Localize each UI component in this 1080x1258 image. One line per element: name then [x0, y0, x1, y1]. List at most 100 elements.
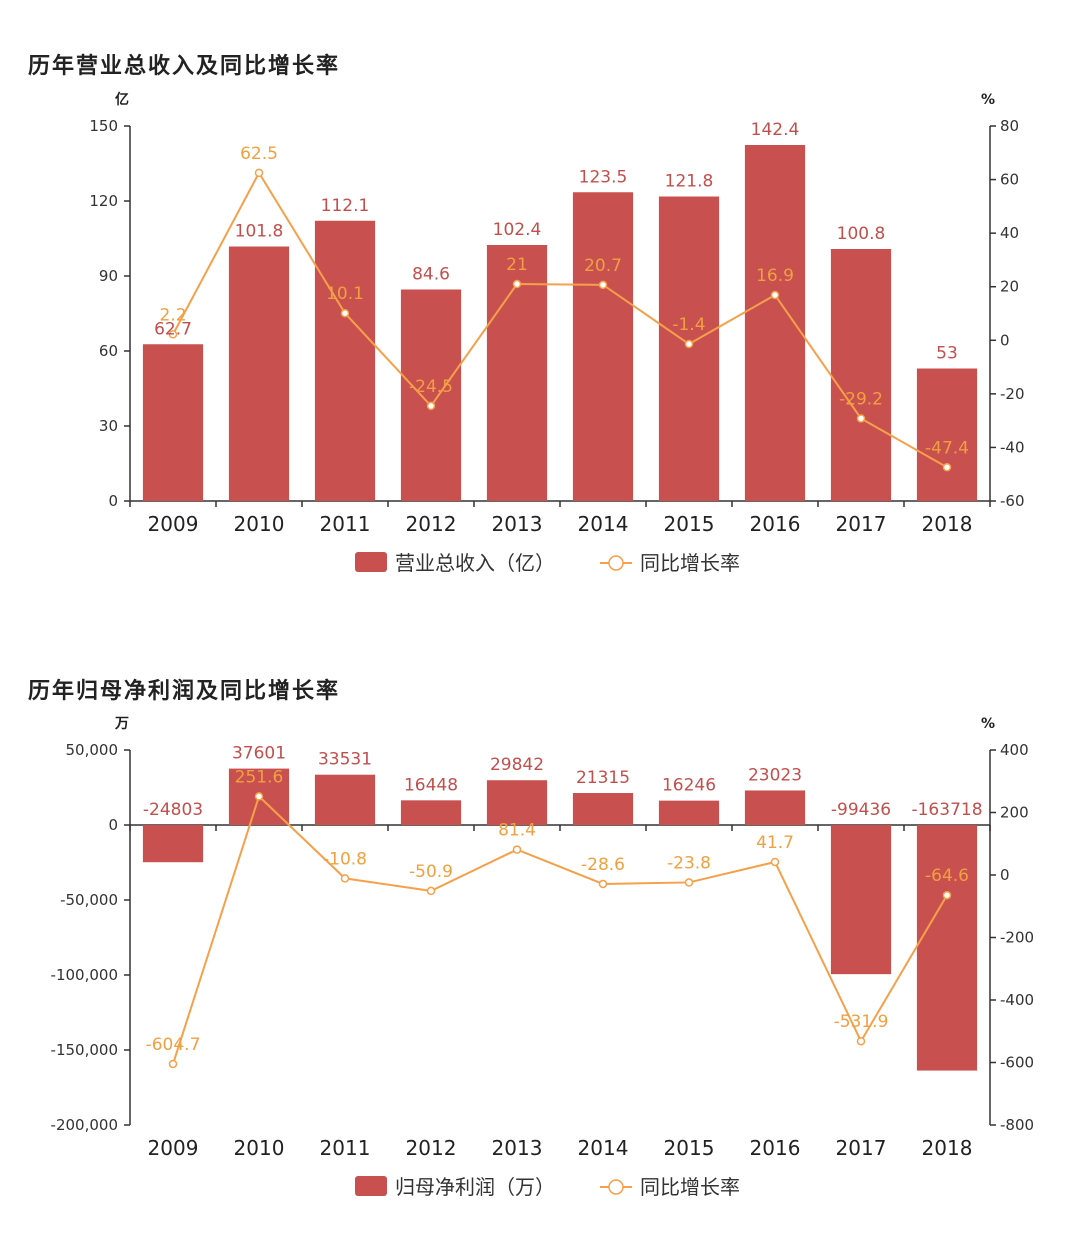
- growth-value-label: 41.7: [756, 833, 794, 853]
- right-tick-label: 40: [1000, 224, 1019, 242]
- growth-value-label: 21: [506, 255, 528, 275]
- bar: [314, 220, 376, 501]
- growth-point: [598, 879, 608, 889]
- left-tick-label: 150: [89, 117, 118, 135]
- growth-line: [172, 170, 948, 469]
- growth-point: [598, 280, 608, 290]
- growth-value-label: -28.6: [581, 855, 625, 875]
- bar: [658, 800, 720, 825]
- x-tick-label: 2017: [836, 512, 887, 536]
- right-tick-label: -200: [1000, 929, 1034, 947]
- right-tick-label: 80: [1000, 117, 1019, 135]
- bar: [572, 793, 634, 825]
- growth-point: [168, 330, 178, 339]
- bar: [400, 289, 462, 501]
- right-tick-label: 60: [1000, 171, 1019, 189]
- growth-point: [512, 279, 522, 289]
- x-tick-label: 2016: [750, 1136, 801, 1160]
- left-axis-unit: 万: [114, 716, 129, 732]
- bar-value-label: 21315: [576, 768, 630, 788]
- growth-point: [426, 886, 436, 896]
- growth-point: [684, 878, 694, 887]
- right-tick-label: -20: [1000, 385, 1025, 403]
- growth-point: [684, 339, 694, 349]
- chart-title: 历年归母净利润及同比增长率: [28, 679, 341, 704]
- bar: [658, 196, 720, 501]
- growth-value-label: -29.2: [839, 390, 883, 410]
- x-tick-label: 2015: [664, 1136, 715, 1160]
- right-tick-label: -60: [1000, 492, 1025, 510]
- growth-point: [168, 1059, 178, 1069]
- left-tick-label: 30: [99, 417, 118, 435]
- growth-value-label: -24.5: [409, 377, 453, 397]
- x-tick-label: 2009: [148, 512, 199, 536]
- right-tick-label: -600: [1000, 1054, 1034, 1072]
- growth-point: [770, 857, 780, 867]
- growth-value-label: -531.9: [834, 1012, 889, 1032]
- bar-value-label: 84.6: [412, 265, 450, 285]
- growth-value-label: -1.4: [672, 315, 705, 335]
- growth-value-label: -64.6: [925, 866, 969, 886]
- revenue-chart-svg: 0 30 60 90 120 150 亿 -60 -40 -20 0 20 40 60 80% 2009 201…: [89, 91, 1025, 575]
- bar: [314, 774, 376, 825]
- bar-value-label: 121.8: [665, 172, 714, 192]
- legend-bar-label: 归母净利润（万）: [395, 1175, 555, 1199]
- left-tick-label: 0: [108, 816, 118, 834]
- bar: [744, 145, 806, 501]
- x-tick-label: 2010: [234, 512, 285, 536]
- left-tick-label: -50,000: [60, 891, 118, 909]
- right-tick-label: 0: [1000, 331, 1010, 349]
- x-tick-label: 2018: [922, 512, 973, 536]
- growth-line: [172, 794, 948, 1065]
- bar-value-label: 123.5: [579, 167, 628, 187]
- bar-value-label: 112.1: [321, 196, 370, 216]
- revenue-chart: 历年营业总收入及同比增长率 0 30 60 90 120 150 亿 -60 -40 -20 0 20…: [0, 30, 1080, 630]
- bar: [830, 825, 892, 975]
- right-tick-label: 400: [1000, 741, 1029, 759]
- bar-value-label: 142.4: [751, 120, 800, 140]
- profit-chart-svg: -200,000 -150,000 -100,000 -50,000 0 50,000 万 -…: [51, 716, 1035, 1199]
- bar-value-label: 16246: [662, 776, 716, 796]
- growth-value-label: 62.5: [240, 144, 278, 164]
- growth-point: [254, 168, 264, 178]
- right-tick-label: -400: [1000, 991, 1034, 1009]
- growth-value-label: 2.2: [159, 305, 186, 325]
- left-tick-label: -100,000: [51, 966, 118, 984]
- bar-value-label: 16448: [404, 775, 458, 795]
- legend-bar-swatch: [355, 552, 387, 572]
- growth-point: [942, 890, 952, 900]
- x-tick-label: 2015: [664, 512, 715, 536]
- right-tick-label: 200: [1000, 804, 1029, 822]
- growth-point: [856, 1036, 866, 1046]
- bar-value-label: 33531: [318, 750, 372, 770]
- growth-value-label: 251.6: [235, 767, 284, 787]
- growth-point: [856, 414, 866, 423]
- growth-value-label: -10.8: [323, 849, 367, 869]
- bar-value-label: -99436: [831, 800, 891, 820]
- growth-point: [942, 463, 952, 472]
- bar-value-label: 62.7: [154, 319, 192, 339]
- x-tick-label: 2013: [492, 512, 543, 536]
- legend-bar-label: 营业总收入（亿）: [395, 551, 555, 575]
- x-tick-label: 2018: [922, 1136, 973, 1160]
- left-tick-label: 120: [89, 192, 118, 210]
- x-tick-label: 2011: [320, 512, 371, 536]
- bar: [916, 825, 978, 1071]
- x-tick-label: 2011: [320, 1136, 371, 1160]
- right-tick-label: -40: [1000, 438, 1025, 456]
- chart-title: 历年营业总收入及同比增长率: [28, 54, 341, 79]
- legend-line-marker: [608, 555, 624, 571]
- bar-value-label: 37601: [232, 744, 286, 764]
- growth-value-label: 10.1: [326, 284, 364, 304]
- bar-value-label: 102.4: [493, 220, 542, 240]
- bar-value-label: 100.8: [837, 224, 886, 244]
- x-tick-label: 2014: [578, 512, 629, 536]
- bar: [830, 249, 892, 501]
- growth-point: [770, 290, 780, 300]
- right-tick-label: 20: [1000, 278, 1019, 296]
- legend-line-label: 同比增长率: [640, 1175, 740, 1199]
- right-tick-label: -800: [1000, 1116, 1034, 1134]
- left-tick-label: -150,000: [51, 1041, 118, 1059]
- growth-value-label: 16.9: [756, 266, 794, 286]
- growth-value-label: -50.9: [409, 862, 453, 882]
